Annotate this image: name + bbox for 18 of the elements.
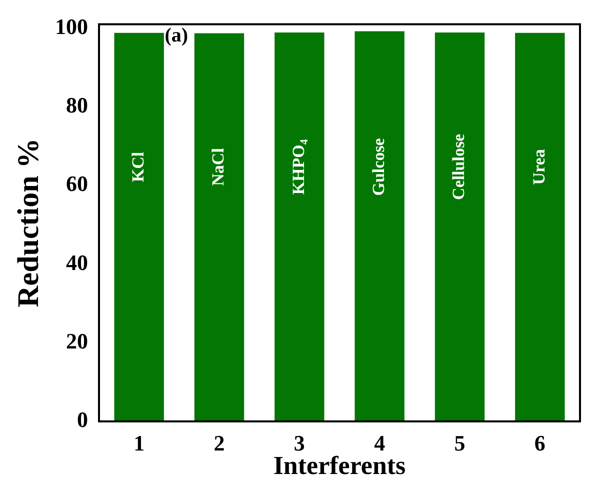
annotation: KHPO4: [288, 138, 310, 195]
y-tick-label: 20: [66, 328, 88, 354]
annotation: (a): [164, 24, 188, 46]
annotation: NaCl: [208, 148, 228, 186]
annotation: Cellulose: [449, 133, 468, 200]
y-tick-label: 80: [66, 92, 88, 118]
annotation: Urea: [529, 148, 548, 185]
y-tick-label: 0: [77, 407, 88, 432]
annotation: KCl: [128, 152, 148, 182]
y-tick-label: 40: [66, 250, 88, 275]
y-tick-label: 100: [55, 14, 88, 39]
x-tick-label: 1: [134, 430, 145, 456]
x-tick-label: 6: [534, 430, 546, 456]
x-tick-label: 2: [214, 430, 225, 456]
x-tick-label: 5: [454, 430, 466, 456]
y-tick-label: 60: [66, 171, 88, 196]
y-axis-title: Reduction %: [12, 138, 45, 308]
annotation: Gulcose: [368, 138, 388, 196]
